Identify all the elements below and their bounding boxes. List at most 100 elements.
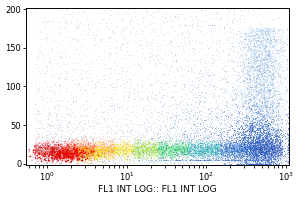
Point	[130, 110, 135, 113]
Point	[90, 148, 94, 151]
Point	[267, 123, 272, 126]
Point	[89, 154, 94, 157]
Point	[256, 151, 261, 155]
Point	[250, 155, 254, 158]
Point	[222, 153, 227, 156]
Point	[46, 158, 51, 161]
Point	[262, 50, 266, 53]
Point	[146, 143, 151, 146]
Point	[263, 159, 268, 162]
Point	[230, 151, 234, 154]
Point	[254, 138, 259, 141]
Point	[202, 158, 207, 162]
Point	[111, 152, 116, 156]
Point	[153, 63, 158, 66]
Point	[104, 155, 109, 159]
Point	[264, 151, 268, 154]
Point	[260, 142, 264, 145]
Point	[193, 146, 197, 149]
Point	[280, 154, 285, 157]
Point	[236, 132, 241, 135]
Point	[134, 142, 139, 145]
Point	[65, 156, 70, 160]
Point	[154, 157, 159, 160]
Point	[68, 55, 73, 59]
Point	[231, 44, 236, 48]
Point	[196, 149, 201, 152]
Point	[59, 150, 64, 153]
Point	[192, 146, 197, 149]
Point	[238, 35, 243, 39]
Point	[159, 153, 164, 156]
Point	[51, 59, 56, 62]
Point	[54, 117, 59, 120]
Point	[262, 145, 267, 148]
Point	[278, 75, 283, 78]
Point	[205, 149, 210, 153]
Point	[267, 143, 272, 146]
Point	[270, 104, 275, 107]
Point	[83, 143, 88, 146]
Point	[170, 95, 175, 98]
Point	[237, 155, 242, 158]
Point	[279, 99, 284, 102]
Point	[34, 147, 38, 151]
Point	[261, 118, 266, 121]
Point	[174, 153, 179, 156]
Point	[173, 148, 178, 151]
Point	[140, 28, 144, 32]
Point	[267, 74, 272, 77]
Point	[279, 152, 283, 156]
Point	[186, 152, 191, 155]
Point	[99, 149, 104, 152]
Point	[171, 122, 176, 125]
Point	[101, 96, 106, 99]
Point	[230, 144, 235, 147]
Point	[242, 95, 247, 98]
Point	[139, 85, 144, 88]
Point	[245, 136, 250, 139]
Point	[251, 129, 256, 132]
Point	[258, 79, 262, 82]
Point	[169, 104, 174, 107]
Point	[198, 153, 203, 156]
Point	[272, 143, 276, 146]
Point	[97, 147, 102, 150]
Point	[194, 158, 199, 162]
Point	[148, 60, 153, 63]
Point	[61, 153, 66, 156]
Point	[234, 116, 239, 119]
Point	[269, 46, 274, 49]
Point	[263, 132, 268, 135]
Point	[65, 146, 70, 150]
Point	[272, 89, 277, 92]
Point	[242, 135, 247, 138]
Point	[80, 150, 85, 153]
Point	[257, 33, 262, 37]
Point	[242, 159, 247, 163]
Point	[270, 99, 275, 102]
Point	[228, 81, 233, 85]
Point	[263, 61, 268, 65]
Point	[160, 154, 165, 158]
Point	[67, 145, 71, 148]
Point	[220, 157, 225, 160]
Point	[167, 150, 172, 153]
Point	[205, 136, 209, 139]
Point	[264, 162, 269, 165]
Point	[123, 146, 128, 149]
Point	[257, 123, 262, 126]
Point	[161, 158, 166, 162]
Point	[138, 152, 142, 155]
Point	[255, 148, 260, 152]
Point	[98, 151, 103, 154]
Point	[217, 138, 222, 141]
Point	[272, 87, 277, 90]
Point	[259, 111, 264, 115]
Point	[251, 118, 256, 121]
Point	[58, 143, 63, 146]
Point	[246, 162, 251, 165]
Point	[212, 149, 217, 152]
Point	[237, 144, 242, 147]
Point	[57, 156, 62, 159]
